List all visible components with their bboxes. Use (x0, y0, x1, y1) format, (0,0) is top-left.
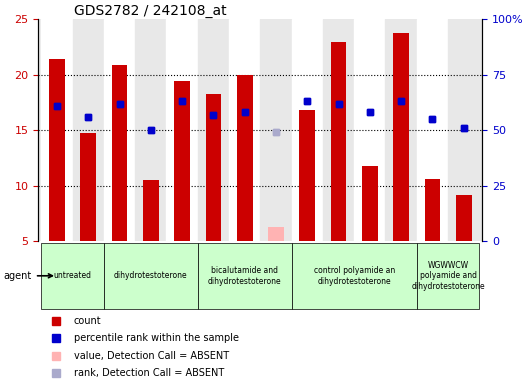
Text: value, Detection Call = ABSENT: value, Detection Call = ABSENT (74, 351, 229, 361)
Bar (299, 110, 315, 241)
Bar (49, 59, 65, 241)
FancyBboxPatch shape (104, 243, 198, 309)
Bar (135, 19, 166, 241)
Text: control polyamide an
dihydrotestoterone: control polyamide an dihydrotestoterone (314, 266, 395, 285)
Bar (268, 227, 284, 241)
Bar (291, 19, 323, 241)
Bar (425, 179, 440, 241)
Bar (354, 19, 385, 241)
FancyBboxPatch shape (291, 243, 417, 309)
Text: agent: agent (4, 271, 52, 281)
Bar (268, 227, 284, 241)
FancyBboxPatch shape (417, 243, 479, 309)
Bar (41, 19, 72, 241)
Bar (205, 94, 221, 241)
Bar (174, 81, 190, 241)
Bar (385, 19, 417, 241)
Bar (456, 195, 472, 241)
Bar (80, 134, 96, 241)
FancyBboxPatch shape (198, 243, 291, 309)
Bar (417, 19, 448, 241)
Bar (331, 43, 346, 241)
Text: bicalutamide and
dihydrotestoterone: bicalutamide and dihydrotestoterone (208, 266, 281, 285)
Bar (80, 134, 96, 241)
Text: rank, Detection Call = ABSENT: rank, Detection Call = ABSENT (74, 368, 224, 378)
Bar (174, 81, 190, 241)
Bar (112, 65, 127, 241)
Bar (205, 94, 221, 241)
Bar (425, 179, 440, 241)
Bar (331, 43, 346, 241)
Text: GDS2782 / 242108_at: GDS2782 / 242108_at (74, 4, 227, 18)
Bar (166, 19, 198, 241)
Bar (237, 74, 252, 241)
Bar (143, 180, 158, 241)
FancyBboxPatch shape (41, 243, 104, 309)
Bar (323, 19, 354, 241)
Bar (237, 74, 252, 241)
Bar (362, 166, 378, 241)
Text: WGWWCW
polyamide and
dihydrotestoterone: WGWWCW polyamide and dihydrotestoterone (411, 261, 485, 291)
Text: untreated: untreated (54, 271, 91, 280)
Bar (393, 33, 409, 241)
Text: count: count (74, 316, 101, 326)
Bar (143, 180, 158, 241)
Text: dihydrotestoterone: dihydrotestoterone (114, 271, 187, 280)
Bar (456, 195, 472, 241)
Bar (229, 19, 260, 241)
Bar (112, 65, 127, 241)
Bar (260, 19, 291, 241)
Text: percentile rank within the sample: percentile rank within the sample (74, 333, 239, 343)
Bar (49, 59, 65, 241)
Bar (448, 19, 479, 241)
Bar (299, 110, 315, 241)
Bar (104, 19, 135, 241)
Bar (393, 33, 409, 241)
Bar (72, 19, 104, 241)
Bar (198, 19, 229, 241)
Bar (362, 166, 378, 241)
